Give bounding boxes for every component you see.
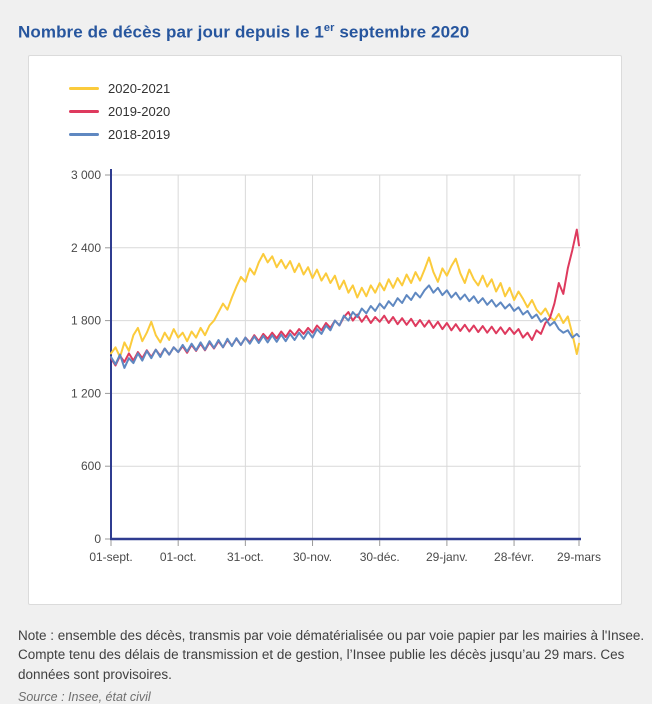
chart-legend: 2020-2021 2019-2020 2018-2019: [69, 80, 170, 149]
page-title-suffix: septembre 2020: [334, 23, 470, 43]
x-tick-label: 01-sept.: [89, 550, 132, 564]
series-line-2018-2019: [110, 284, 580, 369]
note-text: Note : ensemble des décès, transmis par …: [18, 627, 645, 683]
x-tick-label: 28-févr.: [494, 550, 534, 564]
x-tick-label: 29-mars: [557, 550, 601, 564]
legend-item-2019-2020: 2019-2020: [69, 103, 170, 120]
x-tick-label: 01-oct.: [160, 550, 197, 564]
y-tick-label: 1 800: [71, 314, 101, 328]
series-line-2020-2021: [110, 252, 580, 358]
deaths-line-chart: 0 600 1 200 1 800 2 400 3 000 01-sept. 01-oct. 3…: [71, 168, 601, 564]
y-tick-label: 0: [94, 532, 101, 546]
legend-item-2018-2019: 2018-2019: [69, 126, 170, 143]
y-tick-label: 2 400: [71, 241, 101, 255]
legend-swatch-2020-2021: [69, 87, 99, 90]
x-tick-label: 31-oct.: [227, 550, 264, 564]
page-title: Nombre de décès par jour depuis le 1er s…: [18, 22, 638, 43]
y-tick-label: 1 200: [71, 386, 101, 400]
legend-swatch-2019-2020: [69, 110, 99, 113]
legend-item-2020-2021: 2020-2021: [69, 80, 170, 97]
axes: [110, 169, 581, 541]
x-tick-label: 29-janv.: [426, 550, 468, 564]
y-tick-label: 600: [81, 459, 101, 473]
page-title-superscript: er: [323, 22, 335, 35]
x-tick-label: 30-nov.: [293, 550, 332, 564]
chart-card: 0 600 1 200 1 800 2 400 3 000 01-sept. 01-oct. 3…: [28, 55, 622, 605]
y-tick-label: 3 000: [71, 168, 101, 182]
x-tick-label: 30-déc.: [360, 550, 400, 564]
page-title-prefix: Nombre de décès par jour depuis le 1: [18, 23, 324, 43]
gridlines: [111, 174, 581, 539]
source-text: Source : Insee, état civil: [18, 689, 151, 704]
y-axis-labels: 0 600 1 200 1 800 2 400 3 000: [71, 168, 110, 546]
x-axis-labels: 01-sept. 01-oct. 31-oct. 30-nov. 30-déc. 29-j…: [89, 540, 601, 564]
legend-swatch-2018-2019: [69, 133, 99, 136]
series-line-2019-2020: [110, 228, 580, 367]
legend-label-2019-2020: 2019-2020: [108, 104, 171, 119]
legend-label-2018-2019: 2018-2019: [108, 127, 171, 142]
legend-label-2020-2021: 2020-2021: [108, 81, 171, 96]
